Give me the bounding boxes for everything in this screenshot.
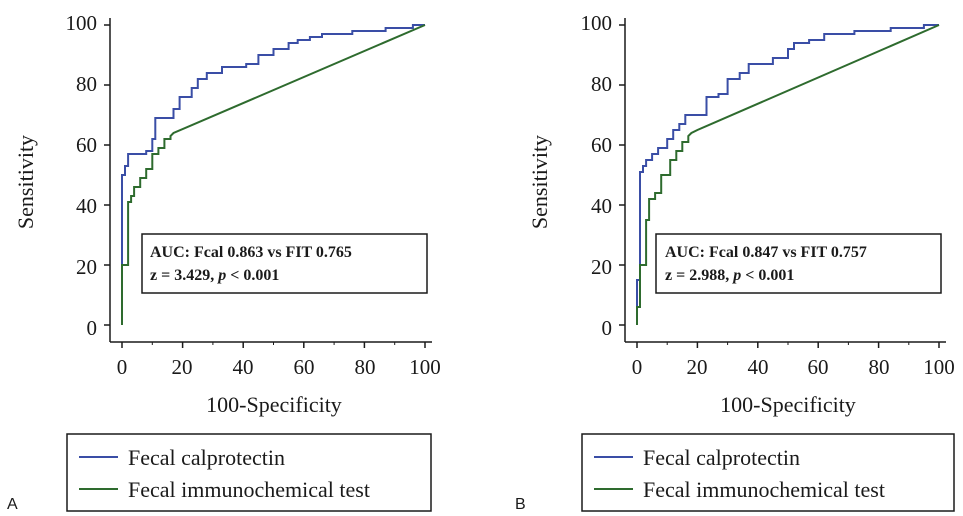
- x-tick-label: 80: [355, 355, 376, 379]
- legend-frame: [66, 433, 432, 512]
- x-axis-title: 100-Specificity: [206, 392, 342, 417]
- legend-label-fecal-calprotectin: Fecal calprotectin: [128, 445, 285, 470]
- y-tick-labels: 0 20 40 60 80 100: [66, 11, 98, 340]
- auc-annotation-box: AUC: Fcal 0.863 vs FIT 0.765 z = 3.429, …: [141, 233, 428, 294]
- y-tick-label: 40: [76, 194, 97, 218]
- plot-axes: [619, 18, 946, 348]
- y-tick-label: 40: [591, 194, 612, 218]
- x-tick-label: 80: [869, 355, 890, 379]
- annotation-frame: [141, 233, 428, 294]
- roc-curve-fecal-calprotectin: [121, 24, 425, 325]
- roc-curve-fecal-calprotectin: [636, 24, 939, 325]
- legend-label-fecal-immunochemical-test: Fecal immunochemical test: [643, 477, 885, 502]
- legend: Fecal calprotectin Fecal immunochemical …: [66, 433, 432, 512]
- z-statistic-value: z = 2.988,: [665, 267, 733, 284]
- panel-a: Sensitivity 0 20 40 60 80 100 0 20 40 60…: [7, 11, 441, 513]
- y-axis-title: Sensitivity: [13, 135, 38, 229]
- y-tick-label: 20: [76, 255, 97, 279]
- p-value: < 0.001: [226, 267, 279, 284]
- auc-comparison-text: AUC: Fcal 0.847 vs FIT 0.757: [665, 244, 867, 261]
- roc-curve-fecal-immunochemical-test: [121, 24, 426, 325]
- y-tick-label: 80: [591, 72, 612, 96]
- x-tick-labels: 0 20 40 60 80 100: [117, 355, 441, 379]
- y-tick-label: 0: [87, 316, 98, 340]
- z-statistic-value: z = 3.429,: [150, 267, 218, 284]
- p-value: < 0.001: [741, 267, 794, 284]
- annotation-frame: [655, 233, 942, 294]
- x-tick-label: 60: [808, 355, 829, 379]
- x-tick-label: 100: [409, 355, 441, 379]
- legend-label-fecal-calprotectin: Fecal calprotectin: [643, 445, 800, 470]
- x-tick-labels: 0 20 40 60 80 100: [632, 355, 955, 379]
- y-tick-label: 100: [66, 11, 98, 35]
- p-symbol: p: [216, 267, 226, 284]
- legend-label-fecal-immunochemical-test: Fecal immunochemical test: [128, 477, 370, 502]
- roc-curve-fecal-immunochemical-test: [636, 24, 940, 325]
- auc-annotation-box: AUC: Fcal 0.847 vs FIT 0.757 z = 2.988, …: [655, 233, 942, 294]
- y-tick-label: 100: [581, 11, 613, 35]
- x-tick-label: 0: [117, 355, 128, 379]
- plot-axes: [104, 18, 432, 348]
- x-tick-label: 20: [687, 355, 708, 379]
- y-tick-label: 20: [591, 255, 612, 279]
- y-tick-labels: 0 20 40 60 80 100: [581, 11, 613, 340]
- series-group: [636, 24, 940, 325]
- legend-frame: [581, 433, 955, 512]
- legend: Fecal calprotectin Fecal immunochemical …: [581, 433, 955, 512]
- y-tick-label: 80: [76, 72, 97, 96]
- z-statistic-text: z = 3.429, p < 0.001: [150, 267, 279, 284]
- x-tick-label: 40: [233, 355, 254, 379]
- panel-label: B: [515, 496, 526, 513]
- y-tick-label: 60: [76, 133, 97, 157]
- x-tick-label: 100: [923, 355, 955, 379]
- x-tick-label: 60: [294, 355, 315, 379]
- z-statistic-text: z = 2.988, p < 0.001: [665, 267, 794, 284]
- x-axis-title: 100-Specificity: [720, 392, 856, 417]
- x-tick-label: 40: [748, 355, 769, 379]
- x-tick-label: 0: [632, 355, 643, 379]
- y-tick-label: 60: [591, 133, 612, 157]
- panel-label: A: [7, 496, 18, 513]
- panel-b: Sensitivity 0 20 40 60 80 100 0 20 40 60…: [515, 11, 955, 513]
- auc-comparison-text: AUC: Fcal 0.863 vs FIT 0.765: [150, 244, 352, 261]
- series-group: [121, 24, 426, 325]
- x-tick-label: 20: [172, 355, 193, 379]
- y-axis-title: Sensitivity: [527, 135, 552, 229]
- p-symbol: p: [731, 267, 741, 284]
- y-tick-label: 0: [602, 316, 613, 340]
